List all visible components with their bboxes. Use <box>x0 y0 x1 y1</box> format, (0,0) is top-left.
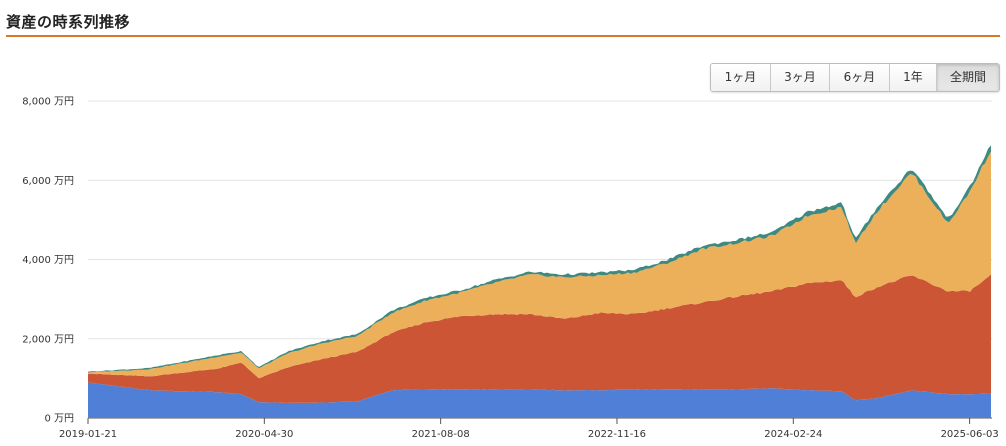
range-1m-button[interactable]: 1ヶ月 <box>711 64 771 91</box>
y-axis: 0 万円 2,000 万円 4,000 万円 6,000 万円 8,000 万円 <box>22 97 74 425</box>
range-button-group: 1ヶ月 3ヶ月 6ヶ月 1年 全期間 <box>710 63 1000 92</box>
series-area-3 <box>88 151 991 379</box>
x-tick-label: 2019-01-21 <box>59 429 117 440</box>
x-tick-label: 2025-06-03 <box>941 429 999 440</box>
range-3m-button[interactable]: 3ヶ月 <box>771 64 830 91</box>
x-tick-label: 2022-11-16 <box>588 429 646 440</box>
title-bar: 資産の時系列推移 <box>6 0 1000 37</box>
x-tick-label: 2020-04-30 <box>235 429 293 440</box>
page-title: 資産の時系列推移 <box>6 13 131 31</box>
y-tick-label: 2,000 万円 <box>22 334 74 345</box>
series-area-2 <box>88 274 991 403</box>
y-tick-label: 0 万円 <box>44 414 74 425</box>
y-tick-label: 4,000 万円 <box>22 255 74 266</box>
x-axis: 2019-01-21 2020-04-30 2021-08-08 2022-11-16… <box>59 418 999 440</box>
series-areas <box>88 145 991 418</box>
range-all-button[interactable]: 全期間 <box>937 64 999 91</box>
y-tick-label: 8,000 万円 <box>22 97 74 108</box>
range-1y-button[interactable]: 1年 <box>890 64 937 91</box>
x-tick-label: 2021-08-08 <box>412 429 470 440</box>
range-6m-button[interactable]: 6ヶ月 <box>830 64 890 91</box>
series-area-1 <box>88 382 991 418</box>
y-tick-label: 6,000 万円 <box>22 176 74 187</box>
x-tick-label: 2024-02-24 <box>764 429 822 440</box>
